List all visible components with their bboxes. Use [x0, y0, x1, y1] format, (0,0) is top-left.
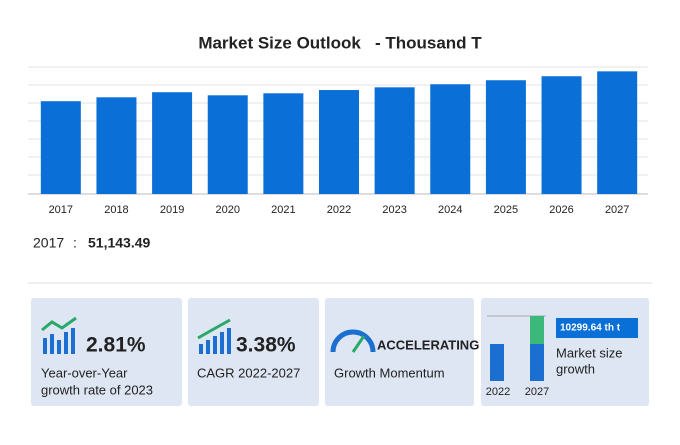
yoy-icon: [41, 316, 77, 354]
card-caption: growth: [556, 361, 595, 376]
x-tick-label: 2023: [382, 204, 406, 216]
x-tick-label: 2017: [49, 204, 73, 216]
x-tick-label: 2024: [438, 204, 462, 216]
summary-year: 2017: [33, 235, 64, 251]
x-tick-label: 2022: [327, 204, 351, 216]
summary-value: 51,143.49: [88, 235, 150, 251]
bar: [430, 84, 471, 194]
x-tick-label: 2027: [605, 204, 629, 216]
bar: [152, 92, 193, 194]
bar: [485, 80, 526, 194]
bar: [96, 97, 137, 194]
x-tick-label: 2026: [549, 204, 573, 216]
x-tick-label: 2025: [494, 204, 518, 216]
chart-title: Market Size Outlook - Thousand T: [198, 33, 482, 52]
card-year: 2022: [486, 386, 510, 398]
bar: [541, 76, 582, 194]
bar: [40, 101, 81, 194]
card-caption: growth rate of 2023: [41, 382, 153, 397]
bar: [597, 71, 638, 194]
x-tick-label: 2019: [160, 204, 184, 216]
bar: [263, 93, 304, 194]
gauge-icon: [330, 329, 376, 353]
card-caption: Year-over-Year: [41, 365, 128, 380]
growth-icon: [487, 315, 638, 381]
card: [325, 298, 474, 406]
card-caption: Growth Momentum: [334, 365, 445, 380]
x-tick-label: 2020: [215, 204, 239, 216]
card-year: 2027: [525, 386, 549, 398]
bar: [207, 95, 248, 194]
card-caption: CAGR 2022-2027: [197, 365, 300, 380]
card-caption: Market size: [556, 345, 622, 360]
card-value: 2.81%: [86, 334, 146, 357]
cagr-icon: [197, 318, 231, 354]
card-value: 3.38%: [236, 334, 296, 357]
bars: 2017 2018 2019 2020 2021 2022 2023 2024 2025 2026…: [40, 71, 638, 216]
card-value: ACCELERATING: [377, 337, 479, 352]
bar: [319, 90, 359, 194]
x-tick-label: 2018: [104, 204, 128, 216]
card-value: 10299.64 th t: [560, 323, 621, 334]
summary-separator: :: [73, 235, 77, 251]
x-tick-label: 2021: [271, 204, 295, 216]
bar: [374, 87, 415, 194]
